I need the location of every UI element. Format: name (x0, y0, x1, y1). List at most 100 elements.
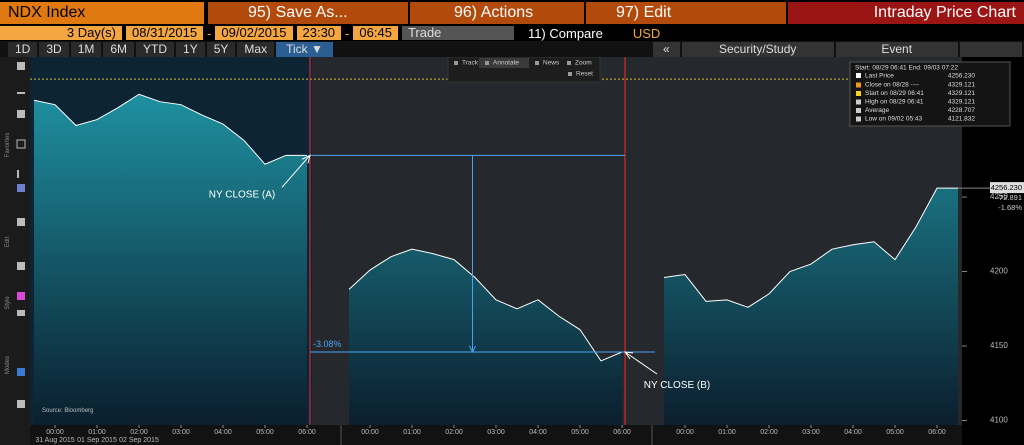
currency[interactable]: USD (632, 25, 661, 41)
chart-tool[interactable]: Zoom (575, 60, 592, 67)
source: Source: Bloomberg (42, 408, 93, 414)
tool-icon (485, 61, 489, 65)
x-tick-label: 04:00 (529, 429, 547, 436)
x-axis-band (30, 425, 962, 445)
chart-tool[interactable]: Reset (576, 71, 593, 78)
line (33, 93, 958, 362)
x-tick-label: 01:00 (403, 429, 421, 436)
range-button[interactable]: 6M (103, 41, 135, 57)
controls-bar: 3 Day(s) 08/31/2015 - 09/02/2015 23:30 -… (0, 25, 1024, 41)
period[interactable]: 3 Day(s) (0, 26, 122, 40)
x-tick-label: 03:00 (802, 429, 820, 436)
ticker[interactable]: NDX Index (0, 1, 204, 24)
range-button[interactable]: 1Y (176, 41, 205, 57)
legend-value: 4329.121 (948, 82, 975, 89)
x-tick-label: 02:00 (130, 429, 148, 436)
end-label: -1.68% (998, 203, 1022, 212)
date-label: 02 Sep 2015 (119, 437, 159, 444)
session-bg (30, 57, 312, 425)
range-button[interactable]: YTD (136, 41, 175, 57)
legend-value: 4228.707 (948, 107, 975, 114)
date-label: 31 Aug 2015 (35, 437, 74, 444)
x-tick-label: 00:00 (361, 429, 379, 436)
settings[interactable] (959, 41, 1022, 57)
start-time[interactable]: 23:30 (296, 26, 342, 40)
legend-range: Start: 08/29 06:41 End: 09/03 07:22 (855, 65, 958, 72)
end-label: -72.891 (997, 193, 1022, 202)
chart-tool[interactable]: Annotate (493, 60, 519, 67)
separator: - (345, 25, 350, 41)
tool-icon (535, 61, 539, 65)
x-tick-label: 01:00 (88, 429, 106, 436)
legend-swatch (856, 99, 861, 105)
x-tick-label: 00:00 (676, 429, 694, 436)
y-tick-label: 4300 (990, 118, 1008, 127)
collapse[interactable]: « (653, 41, 680, 57)
x-tick-label: 05:00 (886, 429, 904, 436)
y-tick-label: 4200 (990, 267, 1008, 276)
x-tick-label: 05:00 (256, 429, 274, 436)
legend-label: Last Price (865, 73, 894, 80)
annotation-arrow (623, 351, 658, 375)
legend-value: 4329.121 (948, 99, 975, 106)
tool-icon (567, 61, 571, 65)
menu-item[interactable]: 97) Edit (586, 1, 786, 24)
range-button[interactable]: 5Y (206, 41, 236, 57)
measure-arrowhead (469, 345, 476, 354)
annotation-arrow (281, 154, 311, 188)
tool-icon (568, 72, 572, 76)
x-tick-label: 06:00 (928, 429, 946, 436)
tool-selected (479, 58, 529, 68)
end-date[interactable]: 09/02/2015 (215, 26, 293, 40)
x-tick-label: 04:00 (214, 429, 232, 436)
field[interactable]: Trade (401, 26, 514, 40)
x-tick-label: 02:00 (445, 429, 463, 436)
sidebar-section: Modes (5, 356, 11, 374)
range-button[interactable]: 3D (39, 41, 69, 57)
legend-swatch (856, 116, 861, 122)
session-bg (312, 57, 962, 425)
panel-tab[interactable]: Event (835, 41, 958, 57)
legend-label: Start on 08/29 06:41 (865, 90, 924, 97)
x-tick-label: 05:00 (571, 429, 589, 436)
sidebar-section: Edit (5, 237, 11, 248)
range-button[interactable]: 1M (70, 41, 102, 57)
x-tick-label: 00:00 (46, 429, 64, 436)
chart-tool[interactable]: News (543, 60, 560, 67)
chart-toolbar (447, 56, 601, 83)
y-tick-label: 4250 (990, 192, 1008, 201)
annotation: NY CLOSE (A) (209, 189, 276, 200)
date-label: 01 Sep 2015 (77, 437, 117, 444)
menu-item[interactable]: 96) Actions (410, 1, 584, 24)
range-button[interactable]: 1D (8, 41, 38, 57)
end-label: 4256.230 (991, 183, 1022, 192)
sidebar (0, 57, 30, 445)
start-date[interactable]: 08/31/2015 (126, 26, 204, 40)
panel-tab[interactable]: Security/Study (681, 41, 834, 57)
chart-tool[interactable]: Track (462, 60, 479, 67)
separator: - (207, 25, 212, 41)
end-time[interactable]: 06:45 (353, 26, 398, 40)
range-button[interactable]: Max (237, 41, 275, 57)
sidebar-section: Style (5, 296, 11, 310)
menu-item[interactable]: 95) Save As... (208, 1, 408, 24)
range-button[interactable]: Tick ▼ (276, 41, 333, 57)
legend-label: Average (865, 107, 889, 114)
sidebar-section: Favorites (5, 133, 11, 158)
legend-value: 4256.230 (948, 73, 975, 80)
x-tick-label: 06:00 (298, 429, 316, 436)
annotation: NY CLOSE (B) (644, 380, 711, 391)
screen-title: Intraday Price Chart (788, 1, 1024, 24)
change-label: -3.08% (313, 339, 342, 349)
area (34, 94, 958, 426)
legend-swatch (856, 82, 861, 88)
x-tick-label: 01:00 (718, 429, 736, 436)
compare[interactable]: 11) Compare (527, 25, 603, 41)
tool-icon (454, 61, 458, 65)
y-tick-label: 4100 (990, 416, 1008, 425)
x-tick-label: 02:00 (760, 429, 778, 436)
title-bar: NDX Index 95) Save As... 96) Actions 97)… (0, 0, 1024, 25)
legend-swatch (856, 108, 861, 113)
